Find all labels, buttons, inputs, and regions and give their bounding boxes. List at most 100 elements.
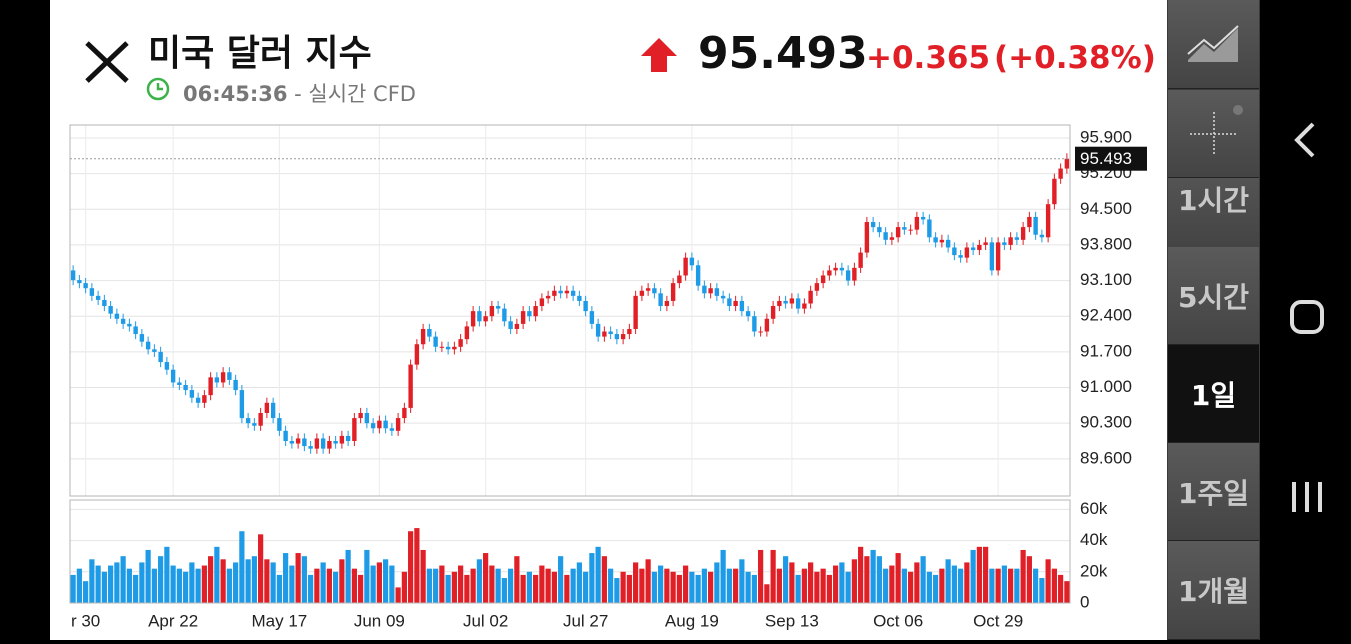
candle-body <box>408 364 413 408</box>
price: 95.493 <box>698 28 868 79</box>
back-button[interactable] <box>1294 122 1315 158</box>
candle-body <box>302 438 307 447</box>
volume-bar <box>389 565 395 603</box>
candle-body <box>908 229 913 231</box>
candle-body <box>814 283 820 291</box>
volume-bar <box>651 571 657 603</box>
candle-body <box>439 346 445 348</box>
interval-button[interactable]: 5시간 <box>1168 247 1259 345</box>
candle-body <box>695 265 701 286</box>
x-tick-label: Aug 19 <box>665 611 719 630</box>
candle-body <box>133 326 138 335</box>
candle-body <box>545 295 551 299</box>
volume-bar <box>108 565 114 603</box>
candle-body <box>483 316 488 322</box>
volume-bar <box>95 565 101 603</box>
volume-bar <box>758 549 764 603</box>
candle-body <box>1008 237 1013 245</box>
volume-bar <box>383 559 389 603</box>
candle-body <box>164 362 170 370</box>
volume-bar <box>764 584 770 603</box>
interval-button[interactable]: 1주일 <box>1168 443 1259 541</box>
x-tick-label: Oct 06 <box>873 611 923 630</box>
y-tick-label: 89.600 <box>1080 448 1132 467</box>
candle-body <box>939 239 945 243</box>
candle-body <box>1020 227 1026 240</box>
volume-bar <box>658 565 664 603</box>
candle-body <box>277 418 282 431</box>
candle-body <box>714 288 720 296</box>
candle-body <box>1045 204 1051 238</box>
volume-bar <box>101 571 107 603</box>
volume-bar <box>226 568 232 603</box>
candle-body <box>608 331 613 335</box>
volume-bar <box>1026 556 1032 603</box>
candle-body <box>458 339 463 347</box>
volume-bar <box>539 565 545 603</box>
last-price-tag <box>1075 146 1147 171</box>
volume-bar <box>1008 568 1014 603</box>
last-price-label: 95.493 <box>1080 149 1132 168</box>
candle-body <box>427 328 432 337</box>
volume-bar <box>576 562 582 603</box>
volume-bar <box>870 549 876 603</box>
volume-bar <box>414 528 420 603</box>
candle-body <box>802 303 807 309</box>
candle-body <box>889 237 895 240</box>
crosshair-button[interactable] <box>1168 90 1259 178</box>
candle-body <box>1058 168 1063 179</box>
candle-body <box>664 300 670 307</box>
candle-body <box>414 344 420 365</box>
candle-body <box>158 351 163 363</box>
candle-body <box>845 270 851 281</box>
volume-bar <box>1039 578 1045 603</box>
volume-bar <box>1045 559 1051 603</box>
candle-body <box>983 242 988 245</box>
crosshair-icon <box>1189 104 1243 156</box>
candle-body <box>420 328 426 345</box>
nav-bar <box>1260 0 1351 640</box>
volume-bar <box>645 559 651 603</box>
candle-body <box>502 308 507 322</box>
candle-body <box>270 402 276 419</box>
volume-bar <box>508 568 514 603</box>
candle-body <box>564 290 570 294</box>
volume-bar <box>820 568 826 603</box>
volume-bar <box>933 574 939 603</box>
recents-button[interactable] <box>1292 482 1322 512</box>
volume-bar <box>376 562 382 603</box>
volume-bar <box>526 571 532 603</box>
volume-bar <box>589 553 595 603</box>
volume-bar <box>464 574 470 603</box>
candle-body <box>945 239 951 248</box>
volume-bar <box>76 568 82 603</box>
candle-body <box>345 435 351 441</box>
candle-body <box>252 423 257 426</box>
volume-bar <box>733 568 739 603</box>
chart-type-button[interactable] <box>1168 0 1259 89</box>
volume-bar <box>1020 549 1026 603</box>
volume-frame <box>69 499 1071 604</box>
interval-button[interactable]: 1개월 <box>1168 541 1259 640</box>
volume-bar <box>745 571 751 603</box>
volume-bar <box>533 574 539 603</box>
candle-body <box>539 298 545 307</box>
volume-bar <box>439 565 445 603</box>
candle-body <box>727 298 732 307</box>
volume-bar <box>983 546 989 603</box>
y-tick-label: 93.100 <box>1080 270 1132 289</box>
candle-body <box>214 377 220 383</box>
candle-body <box>864 222 870 253</box>
candle-body <box>602 331 607 337</box>
candle-body <box>570 290 576 296</box>
candle-body <box>745 311 751 317</box>
close-button[interactable] <box>84 40 130 84</box>
candle-body <box>533 306 538 317</box>
home-button[interactable] <box>1290 300 1324 334</box>
volume-bar <box>1064 581 1070 603</box>
candle-body <box>108 306 113 314</box>
volume-bar <box>620 571 626 603</box>
volume-bar <box>314 568 320 603</box>
volume-bar <box>858 546 864 603</box>
interval-button[interactable]: 1일 <box>1168 345 1259 443</box>
